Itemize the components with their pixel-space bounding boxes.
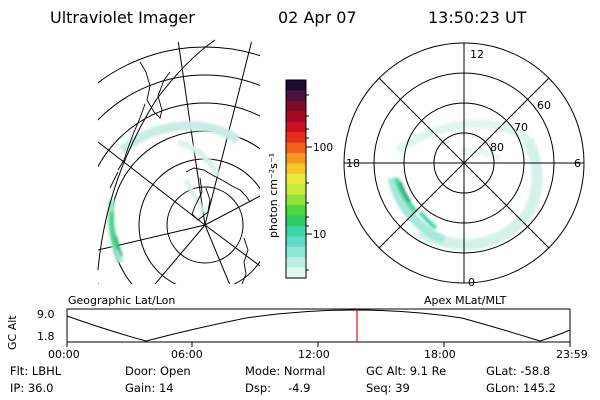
orbit-ytick-high: 9.0 bbox=[37, 308, 55, 321]
orbit-xtick-0000: 00:00 bbox=[48, 348, 80, 361]
status-door: Door: Open bbox=[125, 364, 191, 378]
status-ip: IP: 36.0 bbox=[10, 381, 54, 395]
colorbar-stripe bbox=[286, 111, 306, 123]
geographic-map bbox=[97, 39, 260, 284]
apex-aurora-emission bbox=[387, 119, 543, 251]
colorbar-stripe bbox=[286, 163, 306, 175]
colorbar-stripe bbox=[286, 90, 306, 102]
apex-mlt-lines bbox=[344, 43, 584, 283]
status-dsp-label: Dsp: bbox=[245, 381, 272, 395]
colorbar-stripe bbox=[286, 121, 306, 133]
status-seq: Seq: 39 bbox=[366, 381, 410, 395]
date-label: 02 Apr 07 bbox=[278, 8, 357, 27]
colorbar-gradient bbox=[286, 80, 306, 279]
orbit-ylabel: GC Alt bbox=[6, 315, 19, 350]
colorbar-stripe bbox=[286, 205, 306, 217]
status-mode: Mode: Normal bbox=[245, 364, 326, 378]
colorbar-stripe bbox=[286, 184, 306, 196]
status-glat: GLat: -58.8 bbox=[486, 364, 551, 378]
mlt-label-12: 12 bbox=[470, 48, 484, 61]
colorbar-label: photon cm⁻²s⁻¹ bbox=[267, 153, 280, 238]
instrument-title: Ultraviolet Imager bbox=[50, 8, 195, 27]
colorbar-stripe bbox=[286, 225, 306, 237]
status-flt: Flt: LBHL bbox=[10, 364, 62, 378]
mlt-label-0: 0 bbox=[468, 276, 475, 289]
orbit-xtick-1200: 12:00 bbox=[298, 348, 330, 361]
altitude-curve bbox=[66, 309, 571, 342]
colorbar-stripe bbox=[286, 80, 306, 92]
status-gc-alt: GC Alt: 9.1 Re bbox=[366, 364, 447, 378]
colorbar-stripe bbox=[286, 142, 306, 154]
colorbar-tick-10: 10 bbox=[313, 229, 326, 241]
colorbar-stripe bbox=[286, 100, 306, 112]
orbit-xtick-0600: 06:00 bbox=[171, 348, 203, 361]
colorbar-stripe bbox=[286, 194, 306, 206]
lat-label-70: 70 bbox=[514, 121, 528, 134]
orbit-xtick-1800: 18:00 bbox=[424, 348, 456, 361]
colorbar-stripe bbox=[286, 267, 306, 279]
apex-polar-plot bbox=[343, 42, 585, 284]
orbit-altitude-plot bbox=[66, 308, 571, 347]
geo-panel-label: Geographic Lat/Lon bbox=[68, 294, 175, 307]
status-dsp-value: -4.9 bbox=[288, 381, 311, 395]
lat-label-60: 60 bbox=[537, 99, 551, 112]
colorbar-stripe bbox=[286, 173, 306, 185]
colorbar-ticks bbox=[306, 94, 312, 271]
mlt-label-6: 6 bbox=[574, 157, 581, 170]
mlt-label-18: 18 bbox=[346, 157, 360, 170]
colorbar: 100 10 photon cm⁻²s⁻¹ bbox=[267, 79, 333, 279]
geo-aurora-emission bbox=[107, 121, 241, 264]
colorbar-stripe bbox=[286, 236, 306, 248]
colorbar-stripe bbox=[286, 257, 306, 269]
status-gain: Gain: 14 bbox=[125, 381, 174, 395]
orbit-ytick-low: 1.8 bbox=[37, 330, 55, 343]
time-label: 13:50:23 UT bbox=[428, 8, 527, 27]
lat-label-80: 80 bbox=[490, 141, 504, 154]
colorbar-tick-100: 100 bbox=[313, 142, 333, 154]
colorbar-stripe bbox=[286, 215, 306, 227]
orbit-xtick-2359: 23:59 bbox=[556, 348, 588, 361]
apex-panel-label: Apex MLat/MLT bbox=[424, 294, 507, 307]
coastlines bbox=[109, 61, 251, 284]
colorbar-stripe bbox=[286, 132, 306, 144]
orbit-x-ticks bbox=[66, 342, 571, 347]
status-glon: GLon: 145.2 bbox=[486, 381, 556, 395]
colorbar-stripe bbox=[286, 246, 306, 258]
colorbar-stripe bbox=[286, 152, 306, 164]
